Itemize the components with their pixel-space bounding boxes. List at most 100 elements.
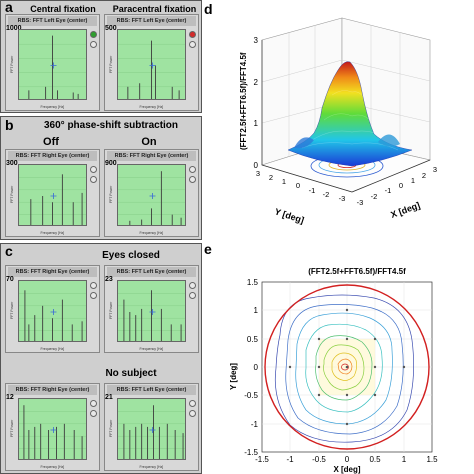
fft-window-a-right[interactable]: RBS: FFT Left Eye (center) 500 Frequency [… xyxy=(104,14,199,111)
crosshair-cursor[interactable] xyxy=(50,427,57,433)
window-title: RBS: FFT Left Eye (center) xyxy=(107,16,196,26)
y-axis-label: FFT Power xyxy=(109,419,113,437)
panel-e-label: e xyxy=(204,241,212,257)
fft-plot-area[interactable] xyxy=(117,29,186,100)
panel-a: a Central fixation Paracentral fixation … xyxy=(0,0,202,113)
y-axis-label: FFT Power xyxy=(109,185,113,203)
z-tick: 0 xyxy=(254,161,259,170)
x-axis-label: Frequency [Hz] xyxy=(139,105,164,109)
crosshair-cursor[interactable] xyxy=(149,309,156,315)
y-max-label: 900 xyxy=(105,160,117,167)
e-x-axis-label: X [deg] xyxy=(333,465,360,474)
fft-window-c-3[interactable]: RBS: FFT Right Eye (center) 12 Frequency [… xyxy=(5,383,100,471)
y-axis-label: FFT Power xyxy=(109,55,113,73)
fft-window-b-right[interactable]: RBS: FFT Right Eye (center) 900 Frequency … xyxy=(104,149,199,237)
svg-text:1: 1 xyxy=(254,306,259,315)
panel-b-off-label: Off xyxy=(43,136,59,148)
crosshair-cursor[interactable] xyxy=(149,193,156,199)
e-x-ticks: -1.5 -1 -0.5 0 0.5 1 1.5 xyxy=(255,455,438,464)
fft-plot-area[interactable] xyxy=(18,398,87,460)
option-button[interactable] xyxy=(189,176,196,183)
fft-plot-area[interactable] xyxy=(117,280,186,342)
e-y-axis-label: Y [deg] xyxy=(229,363,238,390)
panel-b: b 360° phase-shift subtraction Off On RB… xyxy=(0,116,202,240)
crosshair-cursor[interactable] xyxy=(149,427,156,433)
contour-lines xyxy=(274,294,415,443)
crosshair-cursor[interactable] xyxy=(149,62,156,69)
svg-text:-1.5: -1.5 xyxy=(255,455,269,464)
option-button[interactable] xyxy=(90,176,97,183)
toggle-button[interactable] xyxy=(90,400,97,407)
svg-text:0.5: 0.5 xyxy=(247,335,259,344)
panel-d-label: d xyxy=(204,1,213,17)
fft-window-b-left[interactable]: RBS: FFT Right Eye (center) 300 Frequency … xyxy=(5,149,100,237)
x-axis-label: Frequency [Hz] xyxy=(139,347,164,351)
svg-text:-0.5: -0.5 xyxy=(312,455,326,464)
sample-points xyxy=(288,308,406,426)
z-ticks: 0 1 2 3 xyxy=(254,36,259,170)
y-axis-label: Y [deg] xyxy=(273,206,305,225)
fft-spectrum xyxy=(19,290,86,341)
toggle-button[interactable] xyxy=(90,282,97,289)
svg-text:0.5: 0.5 xyxy=(369,455,381,464)
y-max-label: 12 xyxy=(6,394,14,401)
window-title: RBS: FFT Right Eye (center) xyxy=(8,267,97,277)
panel-d: d xyxy=(204,1,437,225)
option-button[interactable] xyxy=(90,41,97,48)
fft-plot-area[interactable] xyxy=(18,280,87,342)
fft-window-a-left[interactable]: RBS: FFT Left Eye (center) 1000 Frequency … xyxy=(5,14,100,111)
svg-text:-1: -1 xyxy=(309,186,316,195)
option-button[interactable] xyxy=(90,292,97,299)
svg-text:3: 3 xyxy=(256,169,260,178)
fft-plot-area[interactable] xyxy=(117,398,186,460)
x-axis-label: X [deg] xyxy=(389,200,421,220)
crosshair-cursor[interactable] xyxy=(50,193,57,199)
fft-plot-area[interactable] xyxy=(18,29,87,100)
z-tick: 1 xyxy=(254,119,259,128)
window-title: RBS: FFT Right Eye (center) xyxy=(107,151,196,161)
svg-text:-3: -3 xyxy=(357,198,364,207)
x-axis-label: Frequency [Hz] xyxy=(40,105,65,109)
svg-text:0: 0 xyxy=(345,455,350,464)
e-y-ticks: 1.5 1 0.5 0 -0.5 -1 -1.5 xyxy=(244,278,258,457)
x-axis-label: Frequency [Hz] xyxy=(40,231,65,235)
y-max-label: 21 xyxy=(105,394,113,401)
panel-e-title: (FFT2.5f+FFT6.5f)/FFT4.5f xyxy=(308,267,406,276)
z-tick: 3 xyxy=(254,36,259,45)
toggle-button[interactable] xyxy=(189,282,196,289)
y-axis-label: FFT Power xyxy=(109,301,113,319)
svg-text:0: 0 xyxy=(296,181,300,190)
x-axis-label: Frequency [Hz] xyxy=(139,231,164,235)
toggle-button[interactable] xyxy=(90,166,97,173)
y-axis-label: FFT Power xyxy=(10,55,14,73)
svg-text:0: 0 xyxy=(399,181,403,190)
toggle-button[interactable] xyxy=(189,400,196,407)
y-axis-line xyxy=(261,164,353,193)
option-button[interactable] xyxy=(189,41,196,48)
crosshair-cursor[interactable] xyxy=(50,309,57,315)
fft-plot-area[interactable] xyxy=(18,164,87,226)
z-axis-label: (FFT2.5f+FFT6.5f)/FFT4.5f xyxy=(239,52,248,150)
fft-window-c-4[interactable]: RBS: FFT Left Eye (center) 21 Frequency [H… xyxy=(104,383,199,471)
option-button[interactable] xyxy=(189,410,196,417)
fft-spectrum xyxy=(19,405,86,459)
option-button[interactable] xyxy=(189,292,196,299)
toggle-button[interactable] xyxy=(189,31,196,38)
fft-spectrum xyxy=(118,40,185,99)
fft-window-c-1[interactable]: RBS: FFT Right Eye (center) 70 Frequency [… xyxy=(5,265,100,353)
panel-b-title: 360° phase-shift subtraction xyxy=(43,120,179,131)
fft-window-c-2[interactable]: RBS: FFT Left Eye (center) 23 Frequency [H… xyxy=(104,265,199,353)
toggle-button[interactable] xyxy=(90,31,97,38)
x-axis-label: Frequency [Hz] xyxy=(40,465,65,469)
toggle-button[interactable] xyxy=(189,166,196,173)
crosshair-cursor[interactable] xyxy=(50,62,57,69)
y-max-label: 1000 xyxy=(6,25,22,32)
panel-a-right-title: Paracentral fixation xyxy=(112,4,197,14)
option-button[interactable] xyxy=(90,410,97,417)
svg-text:0: 0 xyxy=(254,363,259,372)
fft-plot-area[interactable] xyxy=(117,164,186,226)
panel-e: e (FFT2.5f+FFT6.5f)/FFT4.5f xyxy=(204,241,438,474)
svg-text:-0.5: -0.5 xyxy=(244,391,258,400)
svg-text:-1: -1 xyxy=(251,420,259,429)
y-max-label: 23 xyxy=(105,276,113,283)
